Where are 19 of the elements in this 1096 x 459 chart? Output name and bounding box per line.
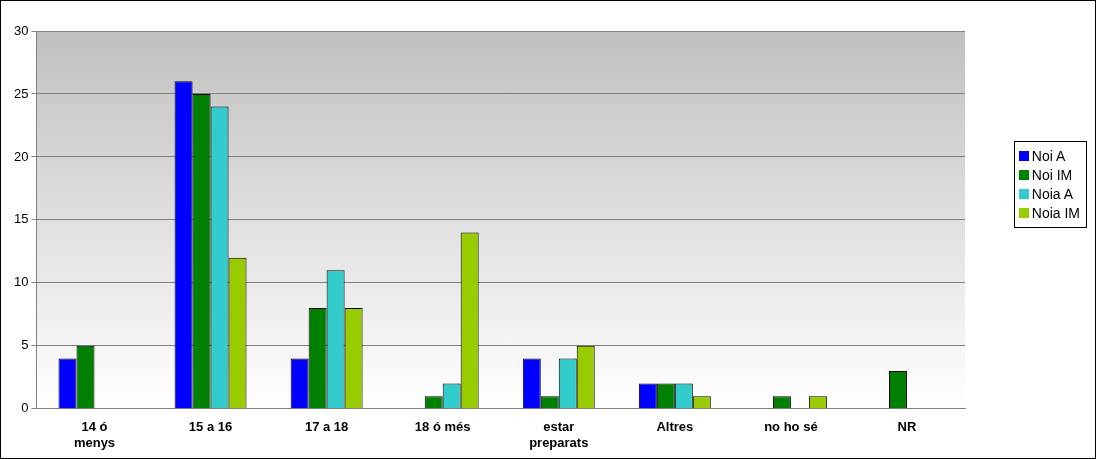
- y-tick-label: 10: [13, 274, 29, 290]
- y-tick-label: 0: [21, 400, 29, 416]
- x-tick-label: no ho sé: [764, 419, 818, 435]
- x-tick-label: estar preparats: [529, 419, 589, 450]
- legend-label: Noi A: [1031, 148, 1066, 164]
- x-tick-label: 14 ó menys: [73, 419, 116, 450]
- x-tick-label: NR: [897, 419, 917, 435]
- x-tick-label: Altres: [656, 419, 694, 435]
- y-tick-label: 15: [13, 211, 29, 227]
- x-tick-label: 15 a 16: [188, 419, 233, 435]
- y-tick-label: 5: [21, 337, 29, 353]
- x-tick-label: 17 a 18: [304, 419, 349, 435]
- x-tick-label: 18 ó més: [414, 419, 471, 435]
- legend-label: Noia A: [1031, 186, 1074, 202]
- legend-label: Noi IM: [1031, 167, 1073, 183]
- legend-label: Noia IM: [1031, 205, 1080, 221]
- y-tick-label: 20: [13, 148, 29, 164]
- y-tick-label: 30: [13, 22, 29, 38]
- y-tick-label: 25: [13, 85, 29, 101]
